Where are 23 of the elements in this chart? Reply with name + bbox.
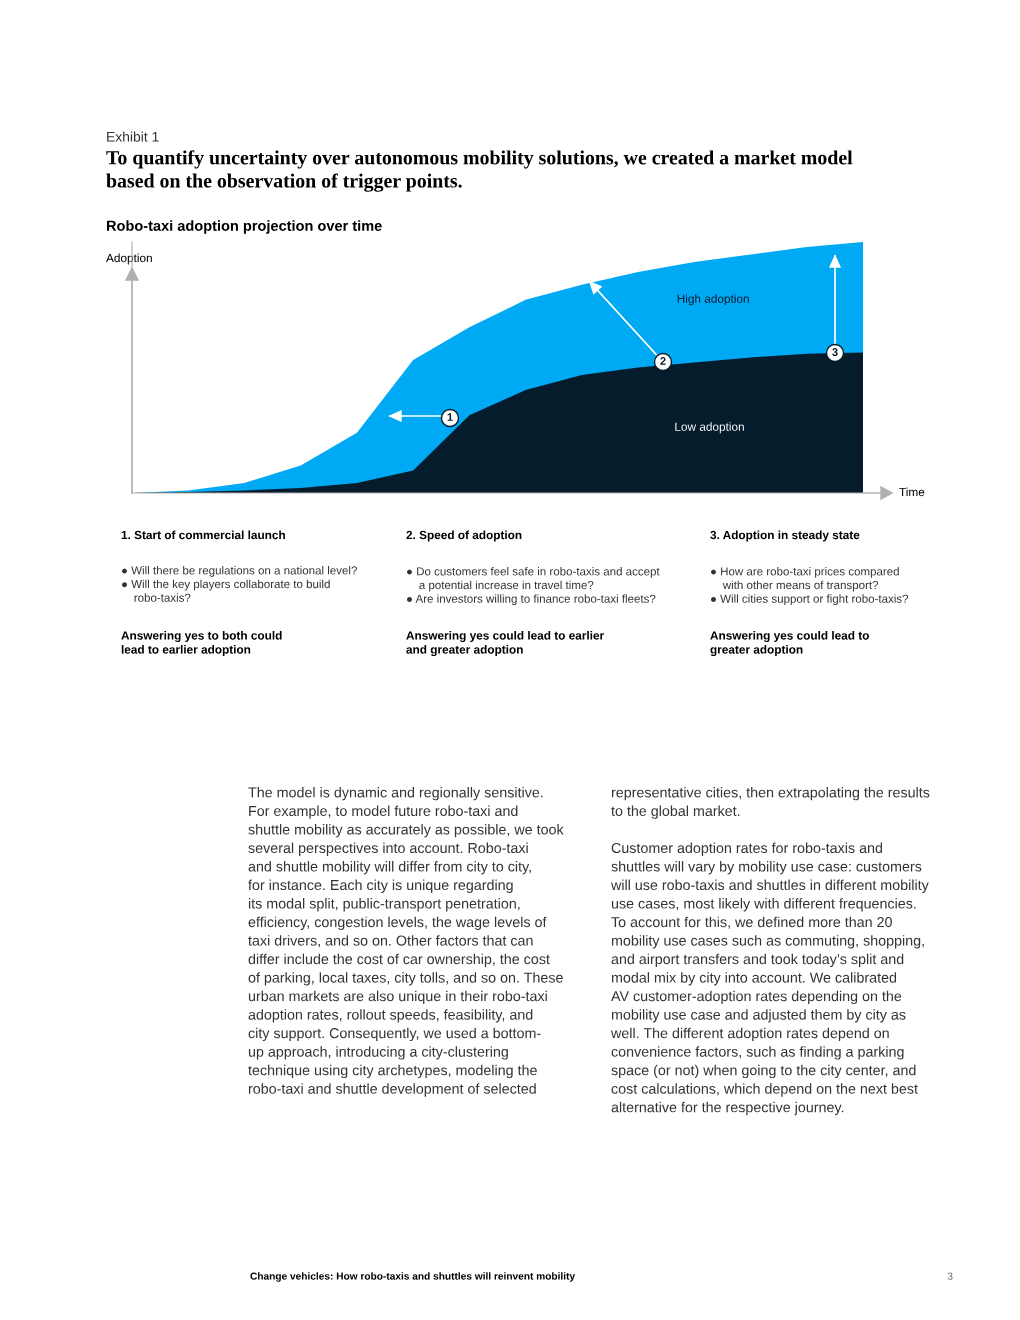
text: Exhibit 1 xyxy=(107,131,159,142)
text: 1. Start of commercial launch xyxy=(121,530,285,540)
text: The model is dynamic and regionally sensitive. For example, to model future robo-taxi and shuttle mobility as accurately as possible, we took several perspectives into account. Robo-taxi and shuttle mobility will differ from city to city, for instance. Each city is unique regarding its modal split, public-transport penetration, efficiency, congestion levels, the wage levels of taxi drivers, and so on. Other factors that can differ include the cost of car ownership, the cost of parking, local taxes, city tolls, and so on. These urban markets are also unique in their robo-taxi adoption rates, rollout speeds, feasibility, and city support. Consequently, we used a bottom- up approach, introducing a city-clustering technique using city archetypes, modeling the robo-taxi and shuttle development of selected xyxy=(248,787,564,1097)
text: Answering yes could lead to greater adoption xyxy=(710,631,869,657)
text: representative cities, then extrapolating the results to the global market. Customer adoption rates for robo-taxis and shuttles will vary by mobility use case: customers will use robo-taxis and shuttles in different mobility use cases, most likely with different frequencies. To account for this, we defined more than 20 mobility use cases such as commuting, shopping, and airport transfers and took today’s split and modal mix by city into account. We calibrated AV customer-adoption rates depending on the mobility use case and adjusted them by city as well. The different adoption rates depend on convenience factors, such as finding a parking space (or not) when going to the city center, and cost calculations, which depend on the next best alternative for the respective journey. xyxy=(610,787,930,1116)
text: ● How are robo-taxi prices compared with other means of transport? ● Will cities support or fight robo-taxis? xyxy=(711,567,909,606)
text: ● Do customers feel safe in robo-taxis and accept a potential increase in travel time? ● Are investors willing to finance robo-taxi fleets? xyxy=(407,567,660,606)
text: 2. Speed of adoption xyxy=(406,530,522,542)
text: 3 xyxy=(947,1272,953,1280)
chart-subtitle: Robo-taxi adoption projection over time xyxy=(106,220,382,234)
series-label: High adoption xyxy=(677,294,749,306)
annotation: 3 xyxy=(832,348,838,356)
annotation: 1 xyxy=(447,413,453,421)
series-label: Low adoption xyxy=(675,422,744,434)
text: Answering yes to both could lead to earlier adoption xyxy=(121,631,282,657)
annotation: 2 xyxy=(660,357,666,365)
chart-title: To quantify uncertainty over autonomous mobility solutions, we created a market model based on the observation of trigger points. xyxy=(106,150,853,192)
x-axis-title: Time xyxy=(899,487,925,497)
y-axis-title: Adoption xyxy=(106,253,152,265)
text: ● Will there be regulations on a national level? ● Will the key players collaborate to build robo-taxis? xyxy=(122,566,357,602)
text: Change vehicles: How robo-taxis and shuttles will reinvent mobility xyxy=(250,1272,576,1282)
text: 3. Adoption in steady state xyxy=(710,530,860,542)
text: Answering yes could lead to earlier and greater adoption xyxy=(406,631,604,657)
